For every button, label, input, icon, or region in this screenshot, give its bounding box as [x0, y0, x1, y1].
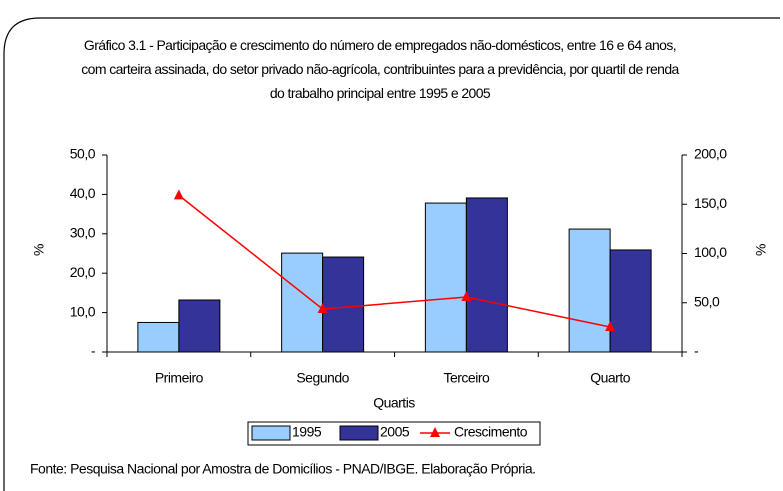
y-tick-label: - — [91, 343, 96, 359]
bar — [465, 197, 508, 353]
y-tick-label: 20,0 — [70, 264, 96, 280]
legend-label: Crescimento — [454, 424, 528, 440]
source: Fonte: Pesquisa Nacional por Amostra de … — [30, 461, 536, 477]
bar — [322, 256, 365, 353]
x-tick-label: Quarto — [590, 370, 631, 386]
legend-swatch — [251, 425, 291, 441]
y2-tick-label: - — [694, 343, 699, 359]
y-axis-label: % — [31, 244, 47, 256]
bar — [281, 252, 324, 353]
y-tick-label: 50,0 — [70, 146, 96, 162]
y2-tick-label: 200,0 — [694, 146, 727, 162]
marker — [317, 303, 328, 314]
x-tick-label: Terceiro — [443, 370, 490, 386]
legend-box — [247, 421, 541, 446]
x-tick-label: Segundo — [296, 370, 349, 386]
marker — [605, 320, 616, 331]
y2-axis-label: % — [753, 244, 769, 256]
bar — [609, 249, 652, 353]
bar — [424, 202, 467, 353]
y2-tick-label: 150,0 — [694, 195, 727, 211]
marker — [461, 291, 472, 302]
bar — [568, 228, 611, 353]
y2-tick-label: 50,0 — [694, 293, 720, 309]
line — [178, 194, 611, 328]
x-tick-label: Primeiro — [155, 370, 204, 386]
y-tick-label: 40,0 — [70, 185, 96, 201]
bar — [178, 299, 221, 353]
legend-label: 2005 — [380, 424, 410, 440]
y-tick-label: 10,0 — [70, 303, 96, 319]
y2-tick-label: 100,0 — [694, 244, 727, 260]
y-tick-label: 30,0 — [70, 225, 96, 241]
legend-label: 1995 — [292, 424, 322, 440]
x-axis-label: Quartis — [373, 395, 415, 411]
bar — [137, 321, 180, 353]
marker — [173, 189, 184, 200]
legend-swatch — [339, 425, 379, 441]
legend-marker — [430, 427, 440, 437]
frame — [3, 17, 780, 491]
chart-title: Gráfico 3.1 - Participação e crescimento… — [81, 37, 679, 101]
